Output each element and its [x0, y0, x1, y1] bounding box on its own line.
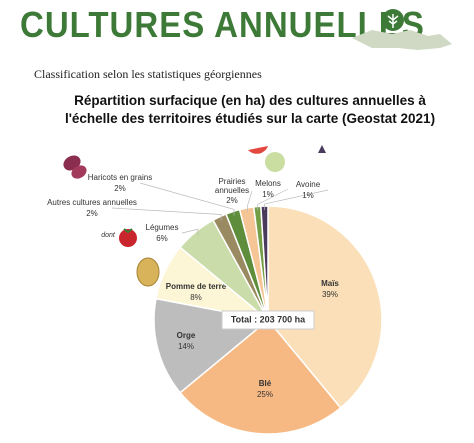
logo — [352, 9, 452, 50]
total-box — [221, 310, 315, 330]
annotation: dont — [101, 232, 116, 239]
slice-label: Orge — [177, 331, 196, 340]
slice-label: Légumes — [146, 223, 179, 232]
value-label: 1% — [302, 191, 314, 200]
leader-line — [111, 207, 222, 221]
annotation: Total : 203 700 ha — [231, 314, 306, 324]
slice-label: Blé — [259, 379, 272, 388]
slice-label: Pomme de terre — [166, 282, 227, 291]
leader-line — [181, 228, 199, 236]
icons — [63, 145, 326, 287]
slice-label: Haricots en grains — [88, 173, 152, 182]
pie-slice — [267, 205, 383, 409]
value-label: 2% — [114, 184, 126, 193]
slice-label: Melons — [255, 179, 281, 188]
leader-line — [257, 188, 289, 211]
value-label: 25% — [257, 390, 273, 399]
slice-label: Avoine — [296, 180, 321, 189]
value-label: 2% — [86, 209, 98, 218]
leader-line — [247, 190, 253, 212]
subtitle: Classification selon les statistiques gé… — [34, 67, 262, 81]
slice-label: Maïs — [321, 279, 339, 288]
value-label: 39% — [322, 290, 338, 299]
value-label: 8% — [190, 293, 202, 302]
chart-title: Répartition surfacique (en ha) des cultu… — [64, 93, 436, 126]
pie-slice — [179, 318, 342, 435]
slice-label: Prairies annuelles — [215, 177, 249, 195]
value-label: 1% — [262, 190, 274, 199]
leader-line — [264, 189, 329, 211]
value-label: 2% — [226, 196, 238, 205]
value-label: 14% — [178, 342, 194, 351]
leader-line — [139, 182, 235, 216]
slice-label: Autres cultures annuelles — [47, 198, 137, 207]
value-label: 6% — [156, 234, 168, 243]
